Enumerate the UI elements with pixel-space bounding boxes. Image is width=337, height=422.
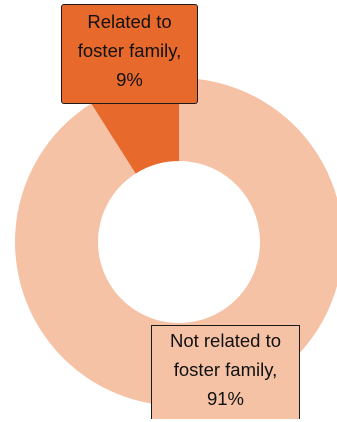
slice-label-not-related: Not related to foster family, 91% (151, 325, 300, 419)
slice-label-not-related-line-2: foster family, (173, 359, 278, 380)
slice-label-related-line-2: foster family, (77, 40, 182, 61)
slice-label-not-related-line-1: Not related to (169, 330, 282, 351)
slice-label-related: Related to foster family, 9% (61, 4, 198, 104)
slice-not-related-to-foster-family (15, 78, 337, 406)
slice-label-related-line-1: Related to (87, 11, 172, 32)
slice-label-related-line-3: 9% (116, 69, 143, 90)
slice-label-not-related-line-3: 91% (206, 388, 245, 409)
